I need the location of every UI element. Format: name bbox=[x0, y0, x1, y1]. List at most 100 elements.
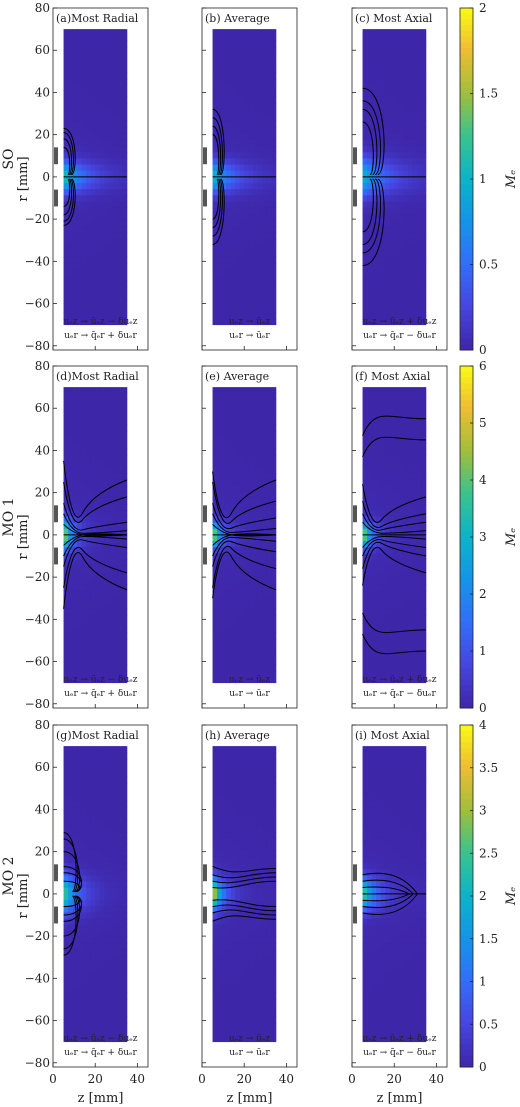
heatmap-cell bbox=[221, 29, 227, 36]
heatmap-cell bbox=[385, 417, 391, 425]
heatmap-cell bbox=[271, 281, 277, 289]
heatmap-cell bbox=[367, 454, 373, 462]
heatmap-cell bbox=[63, 528, 69, 536]
heatmap-cell bbox=[416, 614, 422, 622]
heatmap-cell bbox=[108, 776, 114, 784]
heatmap-cell bbox=[380, 183, 386, 190]
heatmap-cell bbox=[81, 584, 87, 591]
heatmap-cell bbox=[63, 658, 69, 665]
heatmap-cell bbox=[117, 485, 123, 493]
heatmap-cell bbox=[398, 479, 404, 487]
heatmap-cell bbox=[248, 96, 254, 104]
heatmap-cell bbox=[108, 461, 114, 468]
heatmap-cell bbox=[385, 448, 391, 456]
heatmap-cell bbox=[95, 66, 101, 73]
heatmap-cell bbox=[63, 992, 69, 999]
heatmap-cell bbox=[221, 263, 227, 270]
heatmap-cell bbox=[81, 801, 87, 809]
heatmap-cell bbox=[403, 596, 409, 604]
heatmap-cell bbox=[72, 541, 78, 548]
heatmap-cell bbox=[262, 127, 268, 135]
heatmap-cell bbox=[385, 547, 391, 554]
colorbar-swatch bbox=[460, 542, 473, 549]
heatmap-cell bbox=[230, 244, 236, 252]
heatmap-cell bbox=[122, 78, 128, 85]
heatmap-cell bbox=[104, 47, 110, 55]
thruster-block bbox=[203, 147, 207, 165]
colorbar-swatch bbox=[460, 690, 473, 698]
heatmap-cell bbox=[77, 306, 83, 313]
heatmap-cell bbox=[403, 90, 409, 98]
heatmap-cell bbox=[421, 66, 427, 73]
heatmap-cell bbox=[389, 96, 395, 104]
heatmap-cell bbox=[68, 534, 74, 542]
heatmap-cell bbox=[271, 275, 277, 282]
heatmap-cell bbox=[217, 664, 223, 671]
heatmap-cell bbox=[113, 893, 119, 901]
heatmap-cell bbox=[226, 263, 232, 270]
heatmap-cell bbox=[230, 627, 236, 634]
heatmap-cell bbox=[72, 949, 78, 956]
heatmap-cell bbox=[221, 584, 227, 591]
heatmap-cell bbox=[81, 986, 87, 993]
heatmap-cell bbox=[271, 485, 277, 493]
transform-eq-r: uₑr → ūₑr bbox=[229, 331, 270, 341]
heatmap-cell bbox=[81, 164, 87, 172]
heatmap-cell bbox=[385, 461, 391, 468]
heatmap-cell bbox=[108, 485, 114, 493]
heatmap-cell bbox=[68, 411, 74, 419]
heatmap-cell bbox=[99, 479, 105, 487]
heatmap-cell bbox=[217, 658, 223, 665]
heatmap-cell bbox=[394, 59, 400, 67]
heatmap-cell bbox=[122, 152, 128, 159]
heatmap-cell bbox=[99, 614, 105, 622]
heatmap-cell bbox=[77, 807, 83, 815]
heatmap-cell bbox=[394, 47, 400, 55]
heatmap-cell bbox=[230, 146, 236, 153]
heatmap-cell bbox=[394, 522, 400, 530]
heatmap-cell bbox=[416, 90, 422, 98]
heatmap-cell bbox=[95, 670, 101, 677]
heatmap-cell bbox=[362, 281, 368, 289]
heatmap-cell bbox=[221, 213, 227, 221]
panel-title: (f) Most Axial bbox=[355, 370, 431, 383]
heatmap-cell bbox=[122, 306, 128, 313]
heatmap-cell bbox=[230, 387, 236, 394]
heatmap-cell bbox=[412, 405, 418, 413]
heatmap-cell bbox=[113, 41, 119, 48]
heatmap-cell bbox=[104, 807, 110, 815]
heatmap-cell bbox=[90, 998, 96, 1006]
heatmap-cell bbox=[81, 281, 87, 289]
heatmap-cell bbox=[403, 577, 409, 585]
heatmap-cell bbox=[412, 189, 418, 196]
heatmap-cell bbox=[394, 29, 400, 36]
heatmap-cell bbox=[217, 645, 223, 653]
heatmap-cell bbox=[266, 244, 272, 252]
heatmap-cell bbox=[394, 300, 400, 307]
heatmap-cell bbox=[244, 96, 250, 104]
heatmap-cell bbox=[81, 1017, 87, 1024]
heatmap-cell bbox=[416, 139, 422, 147]
heatmap-cell bbox=[212, 448, 218, 456]
heatmap-cell bbox=[244, 115, 250, 122]
heatmap-cell bbox=[226, 584, 232, 591]
heatmap-cell bbox=[412, 300, 418, 307]
heatmap-cell bbox=[362, 461, 368, 468]
heatmap-cell bbox=[262, 393, 268, 400]
heatmap-cell bbox=[104, 430, 110, 437]
heatmap-cell bbox=[376, 399, 382, 406]
heatmap-cell bbox=[86, 943, 92, 950]
heatmap-cell bbox=[117, 250, 123, 258]
contour-line bbox=[63, 127, 76, 176]
contour-line bbox=[63, 178, 73, 216]
heatmap-cell bbox=[416, 226, 422, 233]
heatmap-cell bbox=[104, 980, 110, 987]
heatmap-cell bbox=[412, 72, 418, 79]
heatmap-cell bbox=[226, 152, 232, 159]
heatmap-cell bbox=[362, 645, 368, 653]
heatmap-cell bbox=[239, 541, 245, 548]
heatmap-cell bbox=[217, 201, 223, 209]
heatmap-cell bbox=[122, 664, 128, 671]
heatmap-cell bbox=[113, 312, 119, 319]
heatmap-cell bbox=[68, 53, 74, 61]
